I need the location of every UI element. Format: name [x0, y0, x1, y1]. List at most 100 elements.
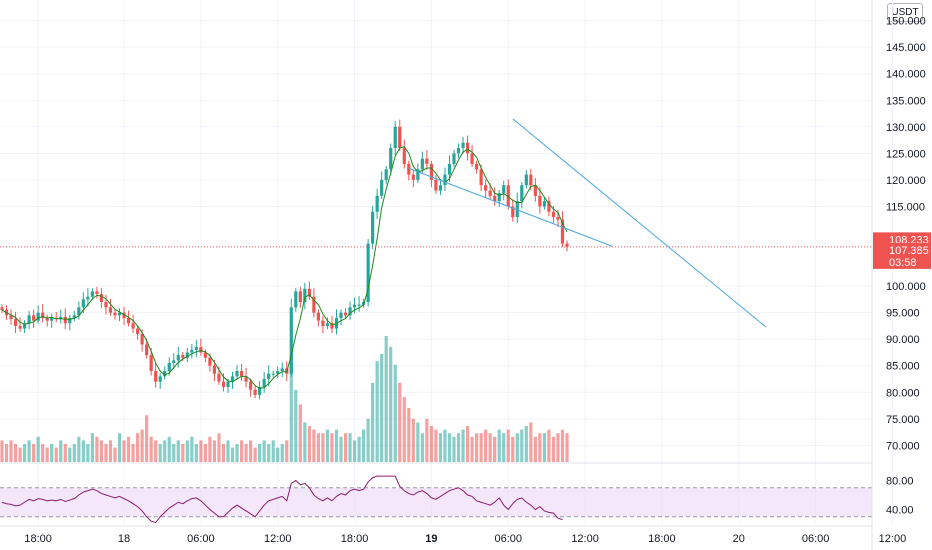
volume-bar	[330, 433, 334, 462]
time-tick-label: 18:00	[341, 533, 369, 545]
volume-bar	[212, 440, 217, 462]
volume-bar	[117, 433, 122, 462]
candle-body	[230, 376, 235, 382]
candle-body	[99, 294, 104, 303]
time-tick-label: 06:00	[494, 533, 522, 545]
volume-bar	[235, 444, 239, 462]
candle-body	[452, 153, 456, 164]
candle-body	[0, 307, 4, 310]
candle-body	[565, 243, 569, 247]
volume-bar	[312, 429, 316, 462]
volume-bar	[538, 433, 542, 462]
volume-bar	[384, 336, 388, 462]
volume-bar	[59, 440, 63, 462]
price-tick-label: 120.000	[886, 175, 926, 187]
volume-bar	[479, 433, 483, 462]
candle-body	[425, 158, 429, 164]
price-tick-label: 150.000	[886, 16, 926, 28]
candle-body	[36, 312, 40, 321]
candle-body	[154, 371, 158, 382]
candle-body	[81, 299, 85, 308]
candle-body	[547, 201, 551, 212]
candle-body	[59, 316, 63, 320]
candle-body	[176, 355, 180, 361]
volume-bar	[348, 433, 352, 462]
volume-bar	[167, 436, 171, 462]
candle-body	[493, 195, 497, 202]
candle-body	[389, 148, 393, 170]
candle-body	[542, 201, 546, 207]
price-tick-label: 95.000	[886, 308, 920, 320]
volume-bar	[447, 433, 452, 462]
candle-body	[429, 163, 433, 180]
volume-bar	[429, 426, 433, 462]
volume-bar	[226, 440, 230, 462]
candle-body	[556, 217, 560, 220]
volume-bar	[425, 418, 429, 462]
candle-body	[221, 381, 226, 387]
price-tick-label: 100.000	[886, 281, 926, 293]
candle-body	[443, 174, 447, 186]
volume-bar	[475, 433, 479, 462]
rsi-band	[0, 487, 872, 517]
candle-body	[199, 347, 203, 353]
price-tag-2: 107.385	[889, 245, 929, 257]
volume-bar	[126, 436, 131, 462]
volume-bar	[221, 444, 226, 462]
price-tick-label: 70.000	[886, 440, 920, 452]
candle-body	[235, 371, 239, 377]
candle-body	[330, 323, 334, 329]
volume-bar	[506, 429, 510, 462]
candle-body	[217, 373, 221, 382]
candle-body	[18, 325, 22, 329]
volume-bar	[484, 429, 488, 462]
volume-bar	[529, 422, 533, 462]
time-tick-label: 06:00	[802, 533, 830, 545]
price-tick-label: 130.000	[886, 122, 926, 134]
volume-bar	[249, 440, 253, 462]
volume-bar	[262, 440, 266, 462]
candle-body	[524, 174, 528, 186]
candle-body	[560, 219, 565, 244]
candle-body	[416, 169, 420, 180]
volume-bar	[339, 436, 343, 462]
volume-bar	[267, 444, 271, 462]
volume-bar	[551, 436, 556, 462]
candle-body	[145, 344, 149, 356]
volume-bar	[41, 444, 45, 462]
candle-body	[190, 349, 194, 353]
candle-body	[294, 291, 298, 308]
volume-bar	[271, 440, 275, 462]
volume-bar	[23, 444, 27, 462]
candle-body	[253, 389, 257, 395]
candle-body	[149, 355, 153, 372]
volume-bar	[434, 429, 438, 462]
volume-bar	[108, 440, 113, 462]
candle-body	[298, 291, 302, 303]
volume-bar	[402, 397, 406, 462]
volume-bar	[407, 408, 411, 462]
volume-bar	[104, 444, 108, 462]
candle-body	[50, 317, 54, 321]
volume-bar	[542, 433, 546, 462]
volume-bar	[163, 440, 167, 462]
candle-body	[384, 169, 388, 180]
candle-body	[497, 193, 501, 202]
volume-bar	[190, 436, 194, 462]
price-tag-1-bg	[873, 232, 931, 247]
volume-bar	[199, 440, 203, 462]
volume-bar	[556, 433, 560, 462]
upper-trendline	[512, 118, 767, 328]
candle-body	[479, 169, 483, 186]
volume-bar	[371, 382, 375, 462]
currency-selector[interactable]: USDT	[887, 3, 923, 22]
moving-average-line	[1, 146, 568, 389]
volume-bar	[565, 433, 569, 462]
price-tick-label: 75.000	[886, 414, 920, 426]
price-tick-label: 140.000	[886, 69, 926, 81]
candle-body	[45, 317, 49, 321]
volume-bar	[294, 390, 298, 462]
volume-bars	[0, 336, 569, 462]
volume-bar	[68, 447, 72, 462]
